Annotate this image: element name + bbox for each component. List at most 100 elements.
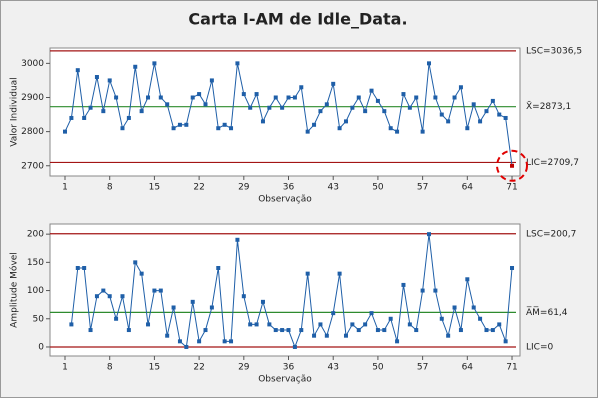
series-line xyxy=(70,234,513,349)
data-point xyxy=(388,126,393,131)
data-point xyxy=(363,322,368,327)
data-point xyxy=(107,78,112,83)
data-point xyxy=(101,288,106,293)
data-point xyxy=(497,112,502,117)
data-point xyxy=(88,105,93,110)
data-point xyxy=(414,328,419,333)
data-point xyxy=(305,129,310,134)
data-point xyxy=(497,322,502,327)
data-point xyxy=(260,299,265,304)
data-point xyxy=(146,95,151,100)
data-point xyxy=(452,305,457,310)
data-point xyxy=(146,322,151,327)
data-point xyxy=(75,68,80,73)
data-point xyxy=(94,75,99,80)
data-point xyxy=(203,102,208,107)
x-tick-label: 22 xyxy=(193,183,204,193)
x-tick-label: 71 xyxy=(506,183,517,193)
data-point xyxy=(203,328,208,333)
data-point xyxy=(395,129,400,134)
data-point xyxy=(446,333,451,338)
data-point xyxy=(222,122,227,127)
data-point xyxy=(510,266,515,270)
data-point xyxy=(312,333,317,338)
data-point xyxy=(407,105,412,110)
data-point xyxy=(190,299,195,304)
data-point xyxy=(126,115,131,120)
data-point xyxy=(126,328,131,333)
data-point xyxy=(305,271,310,276)
data-point xyxy=(75,266,80,270)
data-point xyxy=(152,61,157,66)
data-point xyxy=(299,85,304,90)
data-point xyxy=(292,95,297,100)
data-point xyxy=(197,339,202,344)
data-point xyxy=(382,328,387,333)
data-point xyxy=(446,119,451,124)
data-point xyxy=(158,288,163,293)
data-point xyxy=(107,294,112,299)
data-point xyxy=(490,98,495,103)
data-point xyxy=(248,322,253,327)
data-point xyxy=(94,294,99,299)
y-tick-label: 0 xyxy=(38,342,44,352)
data-point xyxy=(216,266,221,270)
data-point xyxy=(209,305,214,310)
data-point xyxy=(177,122,182,127)
data-point xyxy=(292,344,297,349)
data-point xyxy=(114,316,119,321)
control-label: LSC=3036,5 xyxy=(526,46,582,56)
data-point xyxy=(331,311,336,316)
data-point xyxy=(343,333,348,338)
data-point xyxy=(158,95,163,100)
data-point xyxy=(458,328,463,333)
data-point xyxy=(254,92,259,97)
data-point xyxy=(337,271,342,276)
data-point xyxy=(165,102,170,107)
data-point xyxy=(222,339,227,344)
y-tick-label: 200 xyxy=(27,230,44,240)
data-point xyxy=(324,102,329,107)
data-point xyxy=(273,328,278,333)
x-tick-label: 50 xyxy=(372,363,384,373)
x-tick-label: 15 xyxy=(149,363,160,373)
y-axis-label: Valor Individual xyxy=(10,77,20,146)
data-point xyxy=(433,95,438,100)
data-point xyxy=(63,129,68,134)
data-point xyxy=(433,288,438,293)
data-point xyxy=(503,115,508,120)
data-point xyxy=(241,92,246,97)
data-point xyxy=(216,126,221,131)
x-tick-label: 50 xyxy=(372,183,384,193)
data-point xyxy=(280,105,285,110)
x-tick-label: 43 xyxy=(327,363,338,373)
data-point xyxy=(197,92,202,97)
data-point xyxy=(101,109,106,114)
x-axis-label: Observação xyxy=(258,195,312,205)
data-point xyxy=(414,95,419,100)
x-tick-label: 71 xyxy=(506,363,517,373)
data-point xyxy=(318,322,323,327)
data-point xyxy=(350,105,355,110)
data-point xyxy=(139,271,144,276)
x-tick-label: 36 xyxy=(283,363,295,373)
highlight-circle xyxy=(496,149,529,182)
data-point xyxy=(171,126,176,131)
x-tick-label: 22 xyxy=(193,363,204,373)
data-point xyxy=(120,294,125,299)
data-point xyxy=(388,316,393,321)
data-point xyxy=(69,115,74,120)
y-axis-label: Amplitude Móvel xyxy=(9,252,20,328)
data-point xyxy=(471,102,476,107)
data-point xyxy=(510,163,515,168)
data-point xyxy=(420,288,425,293)
data-point xyxy=(248,105,253,110)
x-tick-label: 8 xyxy=(107,183,113,193)
data-point xyxy=(363,109,368,114)
x-tick-label: 29 xyxy=(238,183,250,193)
data-point xyxy=(343,119,348,124)
x-tick-label: 57 xyxy=(417,363,428,373)
data-point xyxy=(439,112,444,117)
data-point xyxy=(324,333,329,338)
x-tick-label: 15 xyxy=(149,183,160,193)
